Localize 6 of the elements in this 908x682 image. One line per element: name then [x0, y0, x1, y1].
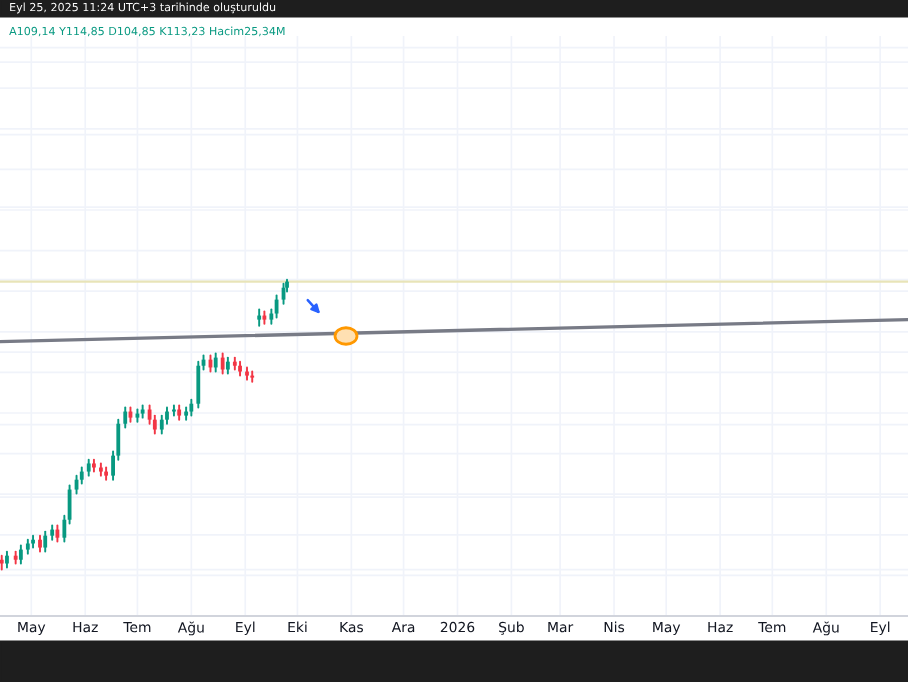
candlestick: [172, 404, 176, 417]
candlestick: [196, 360, 201, 409]
candlestick: [43, 530, 48, 553]
candlestick: [123, 406, 128, 429]
candlestick: [250, 370, 255, 383]
candlestick: [220, 352, 225, 375]
